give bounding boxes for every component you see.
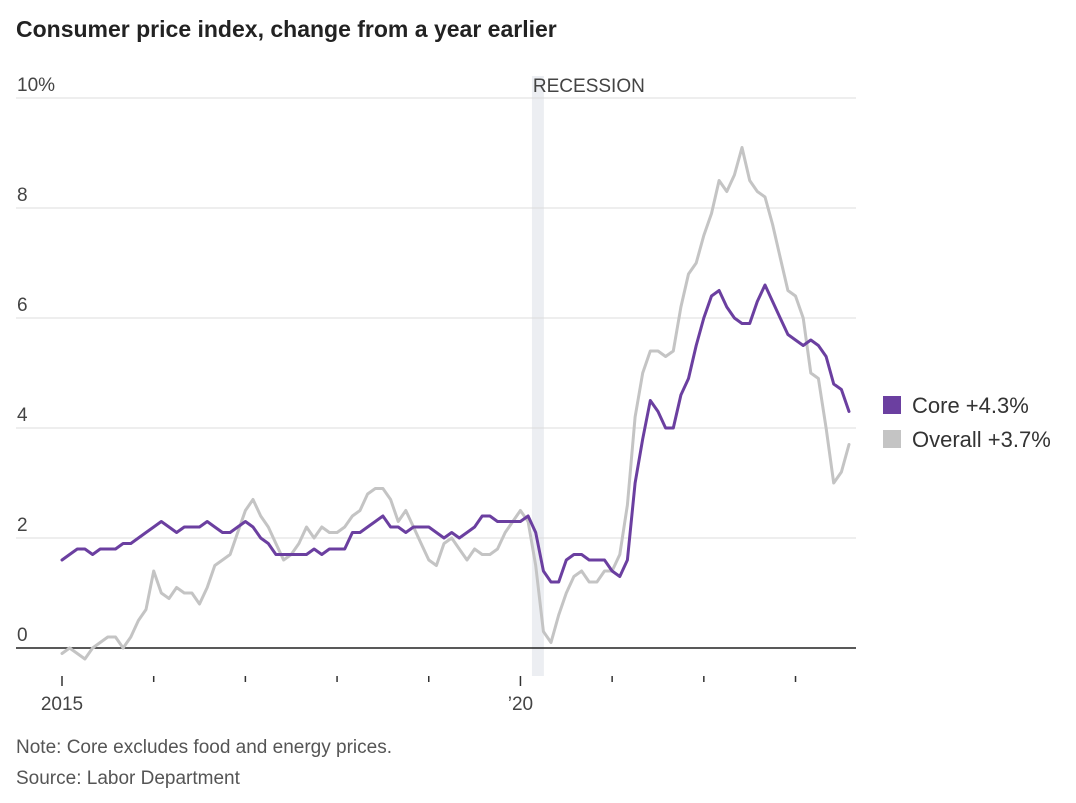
legend-label-core: Core +4.3% [912, 393, 1029, 418]
x-tick-label-2015: 2015 [41, 694, 83, 715]
recession-band [531, 76, 544, 676]
chart-source: Source: Labor Department [16, 768, 240, 789]
y-tick-label-8: 8 [17, 185, 28, 206]
y-tick-label-4: 4 [17, 405, 28, 426]
x-axis: 2015 ’20 [16, 647, 856, 715]
gridlines [16, 97, 856, 539]
legend: Core +4.3% Overall +3.7% [883, 393, 1051, 452]
cpi-line-chart: RECESSION 2015 ’20 0 2 4 6 8 10% Core +4.3% Ove… [16, 75, 1051, 715]
legend-swatch-core [883, 396, 901, 414]
x-tick-label-2020: ’20 [508, 694, 533, 715]
series-lines [60, 146, 851, 661]
recession-band-group: RECESSION [531, 76, 645, 676]
y-tick-label-10: 10% [17, 75, 55, 96]
chart-title: Consumer price index, change from a year… [16, 16, 557, 42]
y-tick-label-2: 2 [17, 515, 28, 536]
legend-label-overall: Overall +3.7% [912, 427, 1051, 452]
y-tick-label-0: 0 [17, 625, 28, 646]
y-axis-labels: 0 2 4 6 8 10% [17, 75, 55, 646]
legend-swatch-overall [883, 430, 901, 448]
y-tick-label-6: 6 [17, 295, 28, 316]
chart-note: Note: Core excludes food and energy pric… [16, 737, 392, 758]
recession-label: RECESSION [533, 76, 645, 97]
series-line-overall [60, 146, 851, 661]
series-line-core [60, 283, 851, 584]
